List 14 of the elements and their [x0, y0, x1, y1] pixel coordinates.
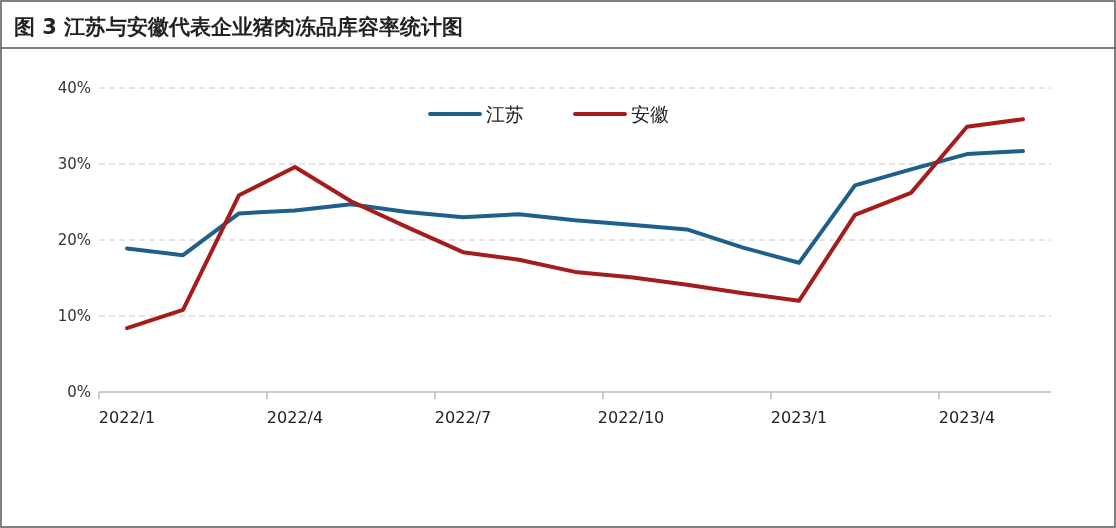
x-tick-label: 2022/7 [434, 408, 492, 427]
x-tick-label: 2022/10 [597, 408, 665, 427]
y-tick-label: 10% [57, 307, 91, 325]
x-tick-label: 2023/1 [770, 408, 828, 427]
x-tick-label: 2022/4 [266, 408, 324, 427]
title: 图 3 江苏与安徽代表企业猪肉冻品库容率统计图 [14, 15, 464, 39]
y-tick-label: 20% [57, 231, 91, 249]
x-tick-label: 2022/1 [98, 408, 156, 427]
legend-label: 江苏 [486, 103, 524, 125]
y-tick-label: 30% [57, 155, 91, 173]
x-tick-label: 2023/4 [938, 408, 996, 427]
y-tick-label: 0% [67, 383, 91, 401]
legend-label: 安徽 [631, 103, 669, 125]
y-tick-label: 40% [57, 79, 91, 97]
